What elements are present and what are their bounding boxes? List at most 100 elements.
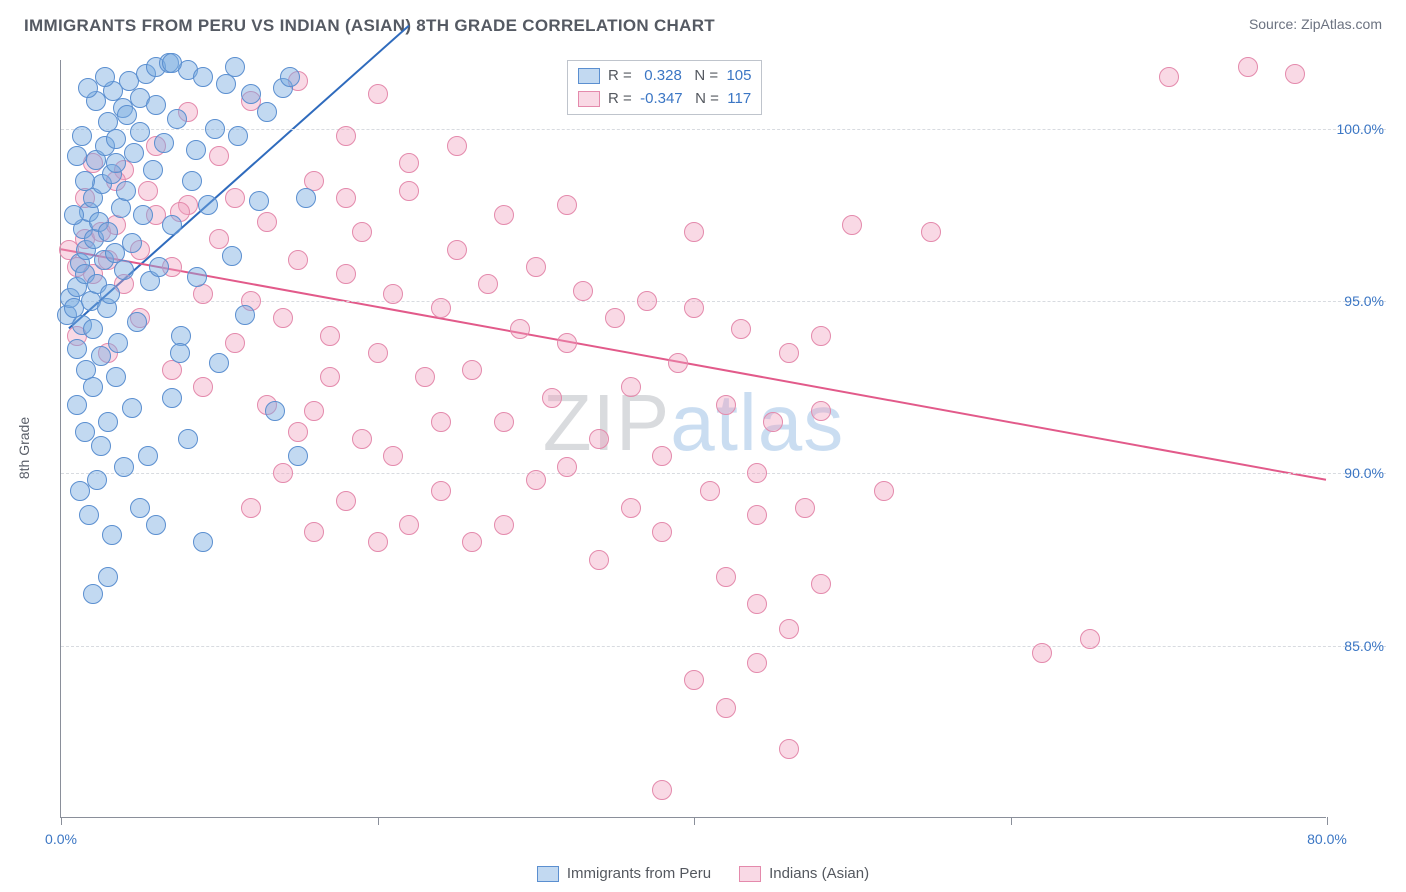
scatter-point-blue bbox=[193, 532, 213, 552]
scatter-point-pink bbox=[652, 780, 672, 800]
scatter-point-pink bbox=[557, 457, 577, 477]
scatter-point-blue bbox=[98, 567, 118, 587]
scatter-point-pink bbox=[747, 653, 767, 673]
scatter-point-blue bbox=[102, 525, 122, 545]
scatter-point-pink bbox=[526, 257, 546, 277]
scatter-point-pink bbox=[288, 250, 308, 270]
scatter-point-blue bbox=[209, 353, 229, 373]
scatter-point-pink bbox=[652, 446, 672, 466]
scatter-point-pink bbox=[874, 481, 894, 501]
scatter-point-pink bbox=[510, 319, 530, 339]
scatter-point-blue bbox=[130, 498, 150, 518]
scatter-point-pink bbox=[241, 498, 261, 518]
scatter-point-blue bbox=[249, 191, 269, 211]
scatter-point-pink bbox=[383, 284, 403, 304]
scatter-point-pink bbox=[368, 532, 388, 552]
scatter-point-pink bbox=[336, 264, 356, 284]
scatter-point-blue bbox=[241, 84, 261, 104]
scatter-point-pink bbox=[478, 274, 498, 294]
scatter-point-blue bbox=[167, 109, 187, 129]
scatter-point-pink bbox=[1080, 629, 1100, 649]
legend-row: R = -0.347 N = 117 bbox=[578, 88, 751, 111]
scatter-point-pink bbox=[747, 594, 767, 614]
scatter-point-blue bbox=[178, 429, 198, 449]
scatter-point-pink bbox=[320, 326, 340, 346]
scatter-point-pink bbox=[684, 222, 704, 242]
scatter-point-blue bbox=[75, 171, 95, 191]
scatter-point-blue bbox=[162, 388, 182, 408]
scatter-point-pink bbox=[652, 522, 672, 542]
bottom-legend-label: Indians (Asian) bbox=[769, 865, 869, 882]
scatter-point-pink bbox=[637, 291, 657, 311]
legend-text: R = -0.347 N = 117 bbox=[608, 88, 751, 111]
scatter-point-pink bbox=[336, 491, 356, 511]
scatter-point-pink bbox=[731, 319, 751, 339]
scatter-point-blue bbox=[122, 398, 142, 418]
scatter-point-pink bbox=[462, 360, 482, 380]
scatter-point-blue bbox=[133, 205, 153, 225]
scatter-point-blue bbox=[67, 146, 87, 166]
x-tick bbox=[61, 817, 62, 825]
scatter-point-pink bbox=[288, 422, 308, 442]
scatter-point-pink bbox=[668, 353, 688, 373]
scatter-point-blue bbox=[186, 140, 206, 160]
scatter-point-blue bbox=[127, 312, 147, 332]
scatter-point-pink bbox=[431, 412, 451, 432]
bottom-legend-label: Immigrants from Peru bbox=[567, 865, 711, 882]
scatter-point-pink bbox=[209, 229, 229, 249]
scatter-point-pink bbox=[431, 481, 451, 501]
legend-text: R = 0.328 N = 105 bbox=[608, 65, 751, 88]
scatter-point-pink bbox=[811, 574, 831, 594]
scatter-point-pink bbox=[573, 281, 593, 301]
scatter-point-blue bbox=[83, 319, 103, 339]
scatter-point-blue bbox=[162, 53, 182, 73]
scatter-point-blue bbox=[138, 446, 158, 466]
scatter-point-pink bbox=[209, 146, 229, 166]
scatter-point-pink bbox=[431, 298, 451, 318]
scatter-point-pink bbox=[225, 333, 245, 353]
source-text: Source: ZipAtlas.com bbox=[1249, 16, 1382, 32]
scatter-point-blue bbox=[91, 436, 111, 456]
scatter-point-pink bbox=[795, 498, 815, 518]
scatter-point-blue bbox=[193, 67, 213, 87]
scatter-point-blue bbox=[83, 584, 103, 604]
scatter-point-blue bbox=[106, 129, 126, 149]
scatter-point-pink bbox=[716, 567, 736, 587]
scatter-point-blue bbox=[280, 67, 300, 87]
scatter-point-pink bbox=[193, 284, 213, 304]
y-tick-label: 100.0% bbox=[1337, 121, 1384, 137]
scatter-point-pink bbox=[716, 395, 736, 415]
legend-swatch bbox=[578, 91, 600, 107]
scatter-point-pink bbox=[273, 463, 293, 483]
x-tick bbox=[378, 817, 379, 825]
scatter-point-pink bbox=[368, 84, 388, 104]
scatter-point-pink bbox=[684, 670, 704, 690]
scatter-point-pink bbox=[304, 401, 324, 421]
x-tick bbox=[1011, 817, 1012, 825]
scatter-point-pink bbox=[747, 505, 767, 525]
scatter-point-pink bbox=[383, 446, 403, 466]
scatter-point-pink bbox=[1032, 643, 1052, 663]
legend-row: R = 0.328 N = 105 bbox=[578, 65, 751, 88]
scatter-point-blue bbox=[187, 267, 207, 287]
trend-line-pink bbox=[61, 249, 1326, 480]
scatter-point-pink bbox=[526, 470, 546, 490]
scatter-point-blue bbox=[130, 122, 150, 142]
gridline bbox=[61, 646, 1386, 647]
scatter-point-blue bbox=[111, 198, 131, 218]
y-axis-label: 8th Grade bbox=[16, 417, 32, 479]
scatter-point-blue bbox=[72, 126, 92, 146]
scatter-point-pink bbox=[494, 412, 514, 432]
x-tick bbox=[1327, 817, 1328, 825]
legend-swatch bbox=[578, 68, 600, 84]
scatter-point-blue bbox=[149, 257, 169, 277]
scatter-point-blue bbox=[288, 446, 308, 466]
scatter-point-pink bbox=[542, 388, 562, 408]
scatter-point-pink bbox=[779, 343, 799, 363]
legend-swatch bbox=[537, 866, 559, 882]
scatter-point-pink bbox=[494, 515, 514, 535]
scatter-point-blue bbox=[228, 126, 248, 146]
scatter-point-pink bbox=[336, 126, 356, 146]
scatter-point-blue bbox=[182, 171, 202, 191]
scatter-point-blue bbox=[154, 133, 174, 153]
